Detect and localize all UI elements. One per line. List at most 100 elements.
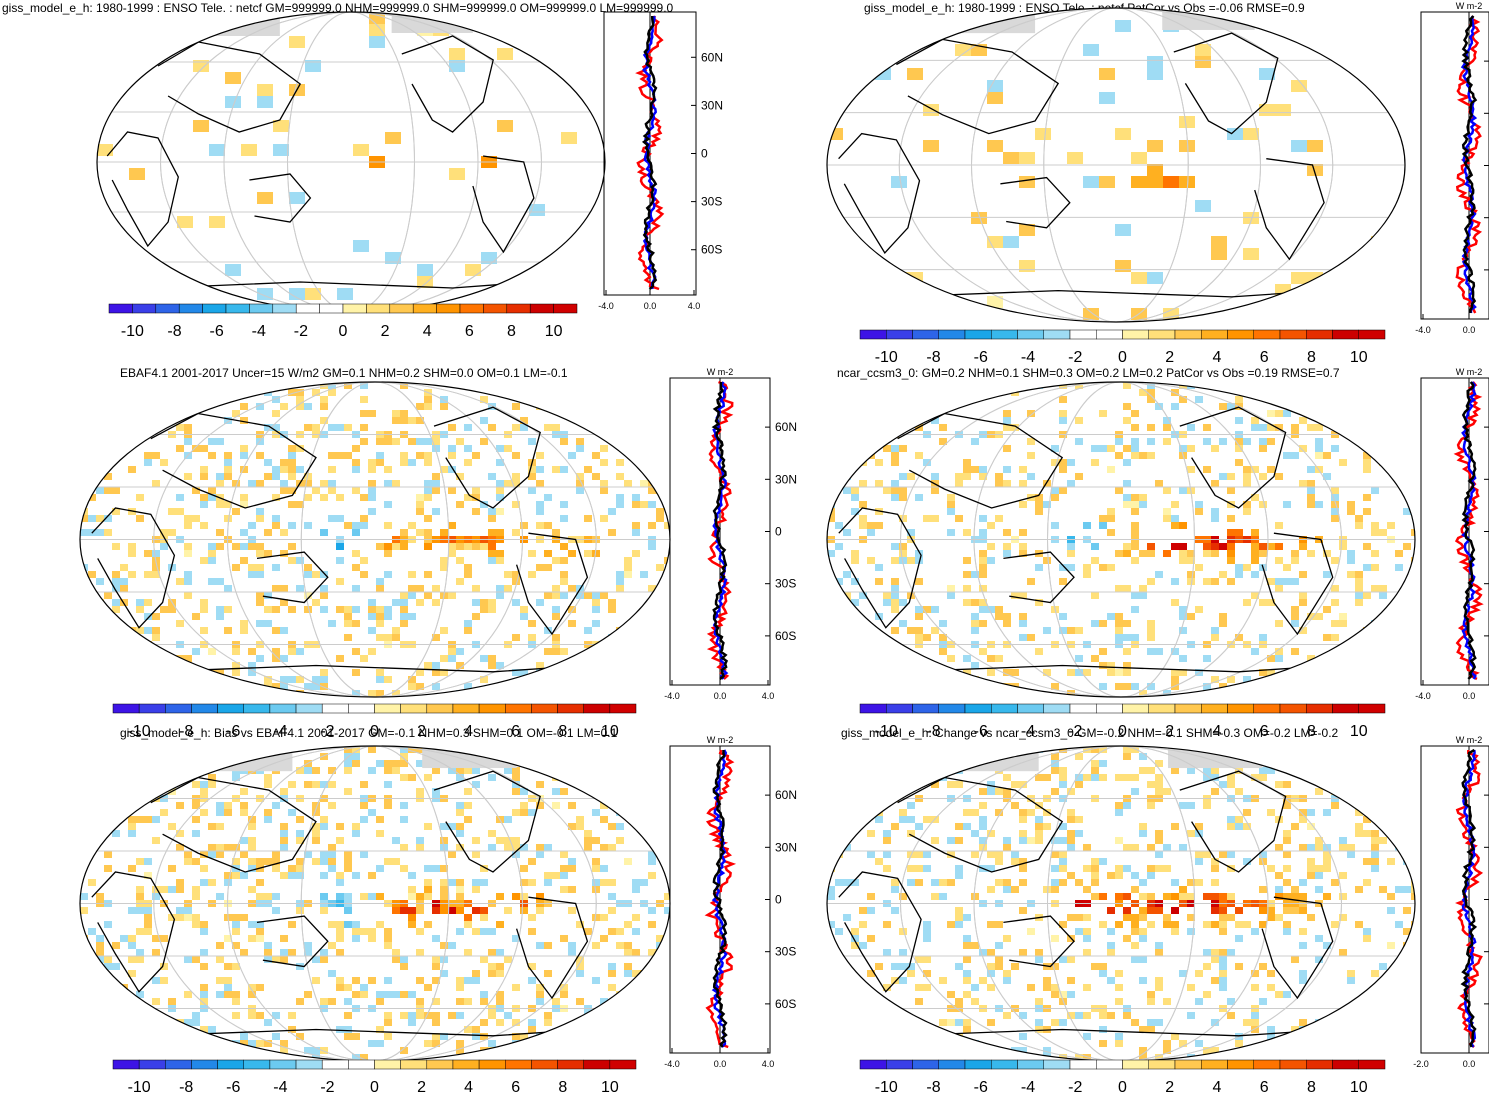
x-tick-label: -4.0: [664, 1059, 680, 1069]
colorbar-swatch: [478, 703, 506, 714]
colorbar-label: 6: [1260, 349, 1269, 366]
coastline: [1261, 896, 1334, 1000]
colorbar-swatch: [1227, 703, 1254, 714]
coastline: [157, 41, 302, 133]
graticule-line: [300, 746, 450, 1061]
colorbar-swatch: [1069, 329, 1097, 340]
colorbar-swatch: [1017, 703, 1044, 714]
colorbar: -10 -8 -6 -4 -2 0 2 4 6 8 10: [859, 329, 1386, 366]
colorbar-swatch: [452, 1059, 480, 1070]
zonal-mean-plot: -2.0 0.0 W m-2: [1413, 735, 1489, 1069]
coastline: [515, 532, 589, 636]
x-tick-label: 4.0: [762, 1059, 775, 1069]
colorbar-swatch: [1017, 329, 1044, 340]
colorbar-label: -8: [926, 349, 940, 366]
colorbar-label: 10: [601, 1079, 619, 1096]
colorbar-swatch: [991, 329, 1018, 340]
colorbar-swatch: [272, 303, 297, 314]
colorbar-label: -10: [121, 323, 144, 340]
colorbar-label: 2: [1165, 1079, 1174, 1096]
colorbar-swatch: [609, 703, 637, 714]
colorbar-label: 8: [558, 723, 567, 740]
colorbar-label: -2: [320, 1079, 334, 1096]
colorbar-swatch: [319, 303, 344, 314]
zonal-plot-frame: [1420, 377, 1489, 686]
graticule-line: [898, 8, 1334, 322]
colorbar-swatch: [1306, 703, 1333, 714]
graticule-line: [300, 382, 450, 697]
colorbar-swatch: [1017, 1059, 1044, 1070]
panel-ncar-ccsm3: ncar_ccsm3_0: GM=0.2 NHM=0.1 SHM=0.3 OM=…: [745, 360, 1489, 740]
unit-label: W m-2: [707, 367, 734, 377]
colorbar-swatch: [389, 303, 414, 314]
colorbar-swatch: [1174, 703, 1202, 714]
graticule-line: [223, 12, 479, 312]
graticule-line: [973, 382, 1269, 697]
coastline: [897, 1028, 1333, 1037]
coastline: [472, 155, 535, 254]
zonal-profile: [641, 15, 658, 290]
panel-title: giss_model_e_h: Change vs ncar_ccsm3_0 G…: [841, 726, 1339, 740]
colorbar-swatch: [342, 303, 367, 314]
graticule-line: [973, 746, 1269, 1061]
colorbar-swatch: [1358, 703, 1386, 714]
colorbar-label: -8: [926, 1079, 940, 1096]
coastline: [1173, 32, 1279, 135]
map-field: [827, 382, 1415, 697]
colorbar-label: -10: [875, 723, 898, 740]
map-figure: -4.0 0.0 W m-2 -10 -8 -6 -4 -2 0 2 4 6 8 10: [826, 367, 1489, 740]
x-tick-label: 4.0: [688, 301, 701, 311]
colorbar-swatch: [557, 1059, 584, 1070]
zonal-profile: [1461, 381, 1477, 680]
colorbar-swatch: [1201, 329, 1228, 340]
colorbar-swatch: [938, 329, 966, 340]
colorbar-label: -8: [179, 723, 193, 740]
colorbar-swatch: [132, 303, 157, 314]
unit-label: W m-2: [1456, 1, 1483, 11]
colorbar-swatch: [217, 1059, 245, 1070]
colorbar-swatch: [1279, 703, 1307, 714]
colorbar-label: 6: [465, 323, 474, 340]
colorbar-swatch: [243, 1059, 271, 1070]
colorbar-label: 8: [1307, 349, 1316, 366]
colorbar-swatch: [249, 303, 274, 314]
colorbar-swatch: [886, 329, 913, 340]
colorbar-label: 6: [511, 723, 520, 740]
colorbar: -10 -8 -6 -4 -2 0 2 4 6 8 10: [859, 703, 1386, 740]
colorbar-swatch: [886, 703, 913, 714]
colorbar-swatch: [426, 703, 454, 714]
colorbar-swatch: [400, 703, 428, 714]
graticule-line: [1047, 382, 1195, 697]
colorbar-swatch: [452, 703, 480, 714]
panel-ebaf-obs: EBAF4.1 2001-2017 Uncer=15 W/m2 GM=0.1 N…: [0, 360, 797, 740]
lat-label: 30N: [775, 472, 797, 486]
unit-label: W m-2: [707, 735, 734, 745]
colorbar: -10 -8 -6 -4 -2 0 2 4 6 8 10: [108, 303, 578, 340]
colorbar-swatch: [1332, 703, 1359, 714]
colorbar-label: 0: [339, 323, 348, 340]
coastline: [91, 507, 176, 629]
lat-label: 60S: [775, 629, 796, 643]
colorbar-swatch: [426, 1059, 454, 1070]
colorbar-label: 0: [370, 1079, 379, 1096]
colorbar-swatch: [374, 1059, 401, 1070]
colorbar-swatch: [912, 329, 939, 340]
colorbar-swatch: [1174, 1059, 1202, 1070]
lat-label: 60S: [701, 243, 722, 257]
graticule-line: [227, 746, 523, 1061]
lat-label: 60N: [775, 788, 797, 802]
coastline: [249, 173, 312, 223]
colorbar-swatch: [178, 303, 203, 314]
colorbar-swatch: [412, 303, 437, 314]
graticule-line: [900, 746, 1342, 1061]
colorbar-swatch: [531, 703, 558, 714]
unit-label: W m-2: [1456, 367, 1483, 377]
colorbar-swatch: [165, 1059, 192, 1070]
colorbar-swatch: [964, 703, 992, 714]
colorbar-swatch: [1148, 703, 1176, 714]
colorbar-swatch: [505, 1059, 532, 1070]
coastline: [838, 507, 922, 629]
colorbar-swatch: [366, 303, 391, 314]
graticule-line: [153, 382, 597, 697]
x-tick-label: 0.0: [714, 691, 727, 701]
